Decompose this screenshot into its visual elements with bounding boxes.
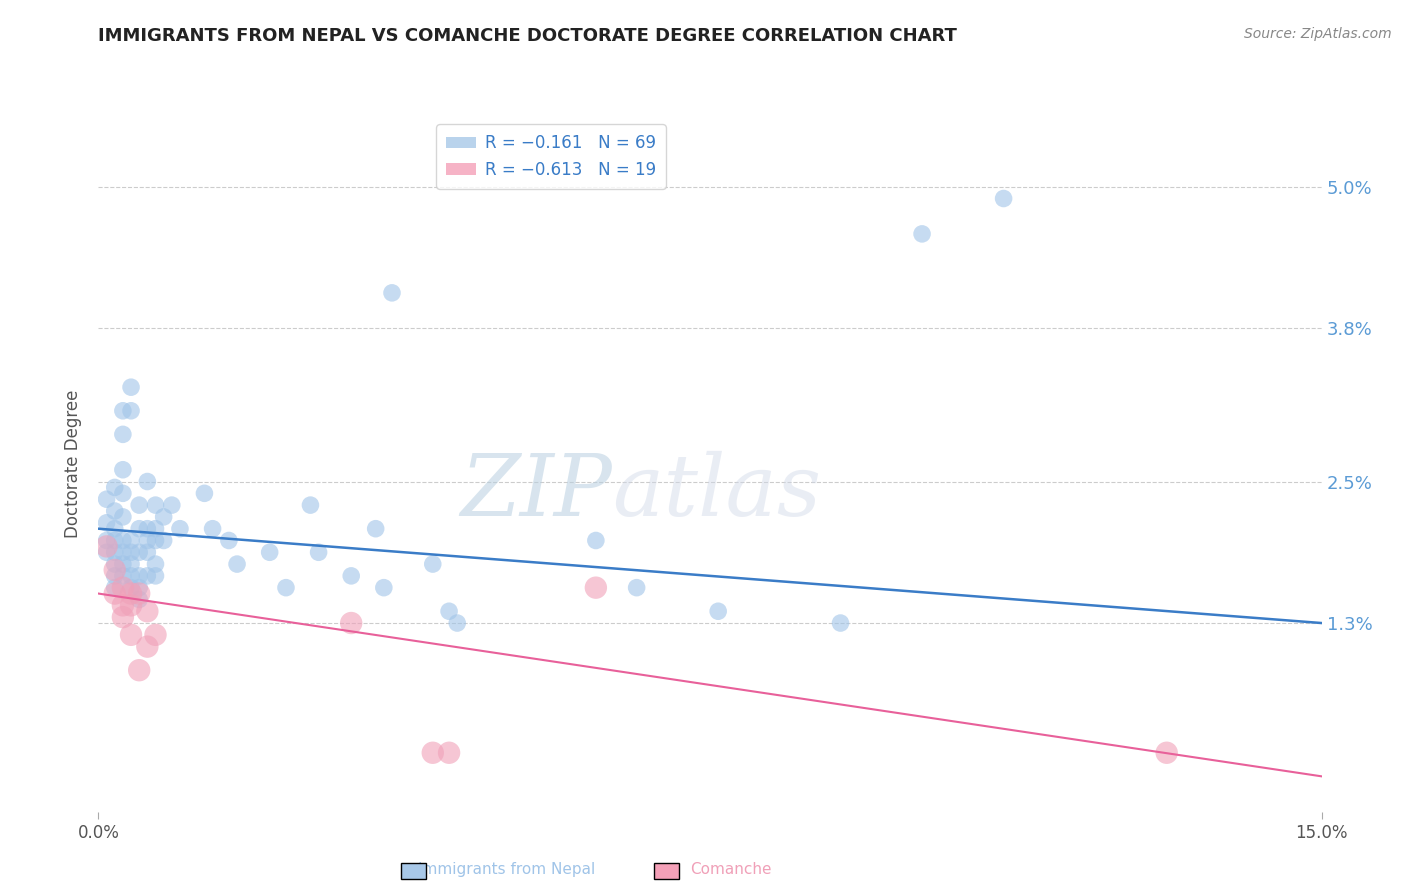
Point xyxy=(128,663,150,677)
Point xyxy=(111,610,134,624)
Point xyxy=(104,586,127,600)
Text: Immigrants from Nepal: Immigrants from Nepal xyxy=(418,863,595,877)
Point xyxy=(145,569,167,583)
Point xyxy=(128,586,150,600)
Point xyxy=(111,581,134,595)
Point xyxy=(373,581,395,595)
Point xyxy=(96,533,118,548)
Point xyxy=(626,581,648,595)
Point xyxy=(104,557,127,571)
Y-axis label: Doctorate Degree: Doctorate Degree xyxy=(65,390,83,538)
Point xyxy=(104,563,127,577)
Point xyxy=(226,557,249,571)
Point xyxy=(446,615,468,630)
Text: IMMIGRANTS FROM NEPAL VS COMANCHE DOCTORATE DEGREE CORRELATION CHART: IMMIGRANTS FROM NEPAL VS COMANCHE DOCTOR… xyxy=(98,27,957,45)
Point xyxy=(911,227,934,241)
Point xyxy=(104,522,127,536)
Text: Source: ZipAtlas.com: Source: ZipAtlas.com xyxy=(1244,27,1392,41)
Point xyxy=(145,557,167,571)
Point xyxy=(193,486,215,500)
Point xyxy=(160,498,183,512)
Point xyxy=(111,427,134,442)
Point xyxy=(299,498,322,512)
Point xyxy=(120,533,142,548)
Point xyxy=(830,615,852,630)
Point xyxy=(128,498,150,512)
Point xyxy=(259,545,281,559)
Point xyxy=(145,533,167,548)
Point xyxy=(120,569,142,583)
Point xyxy=(96,540,118,554)
Point xyxy=(96,516,118,530)
Point xyxy=(96,492,118,507)
Point xyxy=(145,522,167,536)
Point xyxy=(120,545,142,559)
Point xyxy=(128,522,150,536)
Point xyxy=(364,522,387,536)
Point xyxy=(145,498,167,512)
Point xyxy=(120,380,142,394)
Point xyxy=(993,192,1015,206)
Point xyxy=(274,581,297,595)
Point xyxy=(136,533,159,548)
Point xyxy=(120,628,142,642)
Point xyxy=(111,545,134,559)
Point xyxy=(104,480,127,494)
Point xyxy=(128,592,150,607)
Point xyxy=(96,545,118,559)
Point xyxy=(169,522,191,536)
Text: Comanche: Comanche xyxy=(690,863,772,877)
Point xyxy=(128,581,150,595)
Point xyxy=(104,533,127,548)
Point xyxy=(201,522,224,536)
Text: atlas: atlas xyxy=(612,450,821,533)
Point xyxy=(111,404,134,418)
Point xyxy=(136,569,159,583)
Point xyxy=(308,545,330,559)
Point xyxy=(111,557,134,571)
Point xyxy=(707,604,730,618)
Point xyxy=(111,599,134,613)
Point xyxy=(120,557,142,571)
Point xyxy=(437,746,460,760)
Point xyxy=(145,628,167,642)
Point xyxy=(104,504,127,518)
Point xyxy=(422,557,444,571)
Point xyxy=(120,586,142,600)
Point xyxy=(218,533,240,548)
Point xyxy=(111,486,134,500)
Point xyxy=(585,581,607,595)
Point xyxy=(120,599,142,613)
Point xyxy=(152,533,174,548)
Point xyxy=(120,404,142,418)
Point xyxy=(422,746,444,760)
Point xyxy=(381,285,404,300)
Point xyxy=(136,522,159,536)
Point xyxy=(111,509,134,524)
Point xyxy=(152,509,174,524)
Point xyxy=(111,569,134,583)
Point xyxy=(136,604,159,618)
Point xyxy=(128,569,150,583)
Point xyxy=(136,640,159,654)
Point xyxy=(120,581,142,595)
Point xyxy=(585,533,607,548)
Point xyxy=(1156,746,1178,760)
Point xyxy=(111,533,134,548)
Point xyxy=(340,569,363,583)
Point xyxy=(136,545,159,559)
Legend: R = −0.161   N = 69, R = −0.613   N = 19: R = −0.161 N = 69, R = −0.613 N = 19 xyxy=(436,124,665,188)
Point xyxy=(128,545,150,559)
Point xyxy=(104,569,127,583)
Point xyxy=(340,615,363,630)
Point xyxy=(437,604,460,618)
Point xyxy=(104,545,127,559)
Point xyxy=(136,475,159,489)
Point xyxy=(111,463,134,477)
Text: ZIP: ZIP xyxy=(460,450,612,533)
Point xyxy=(104,581,127,595)
